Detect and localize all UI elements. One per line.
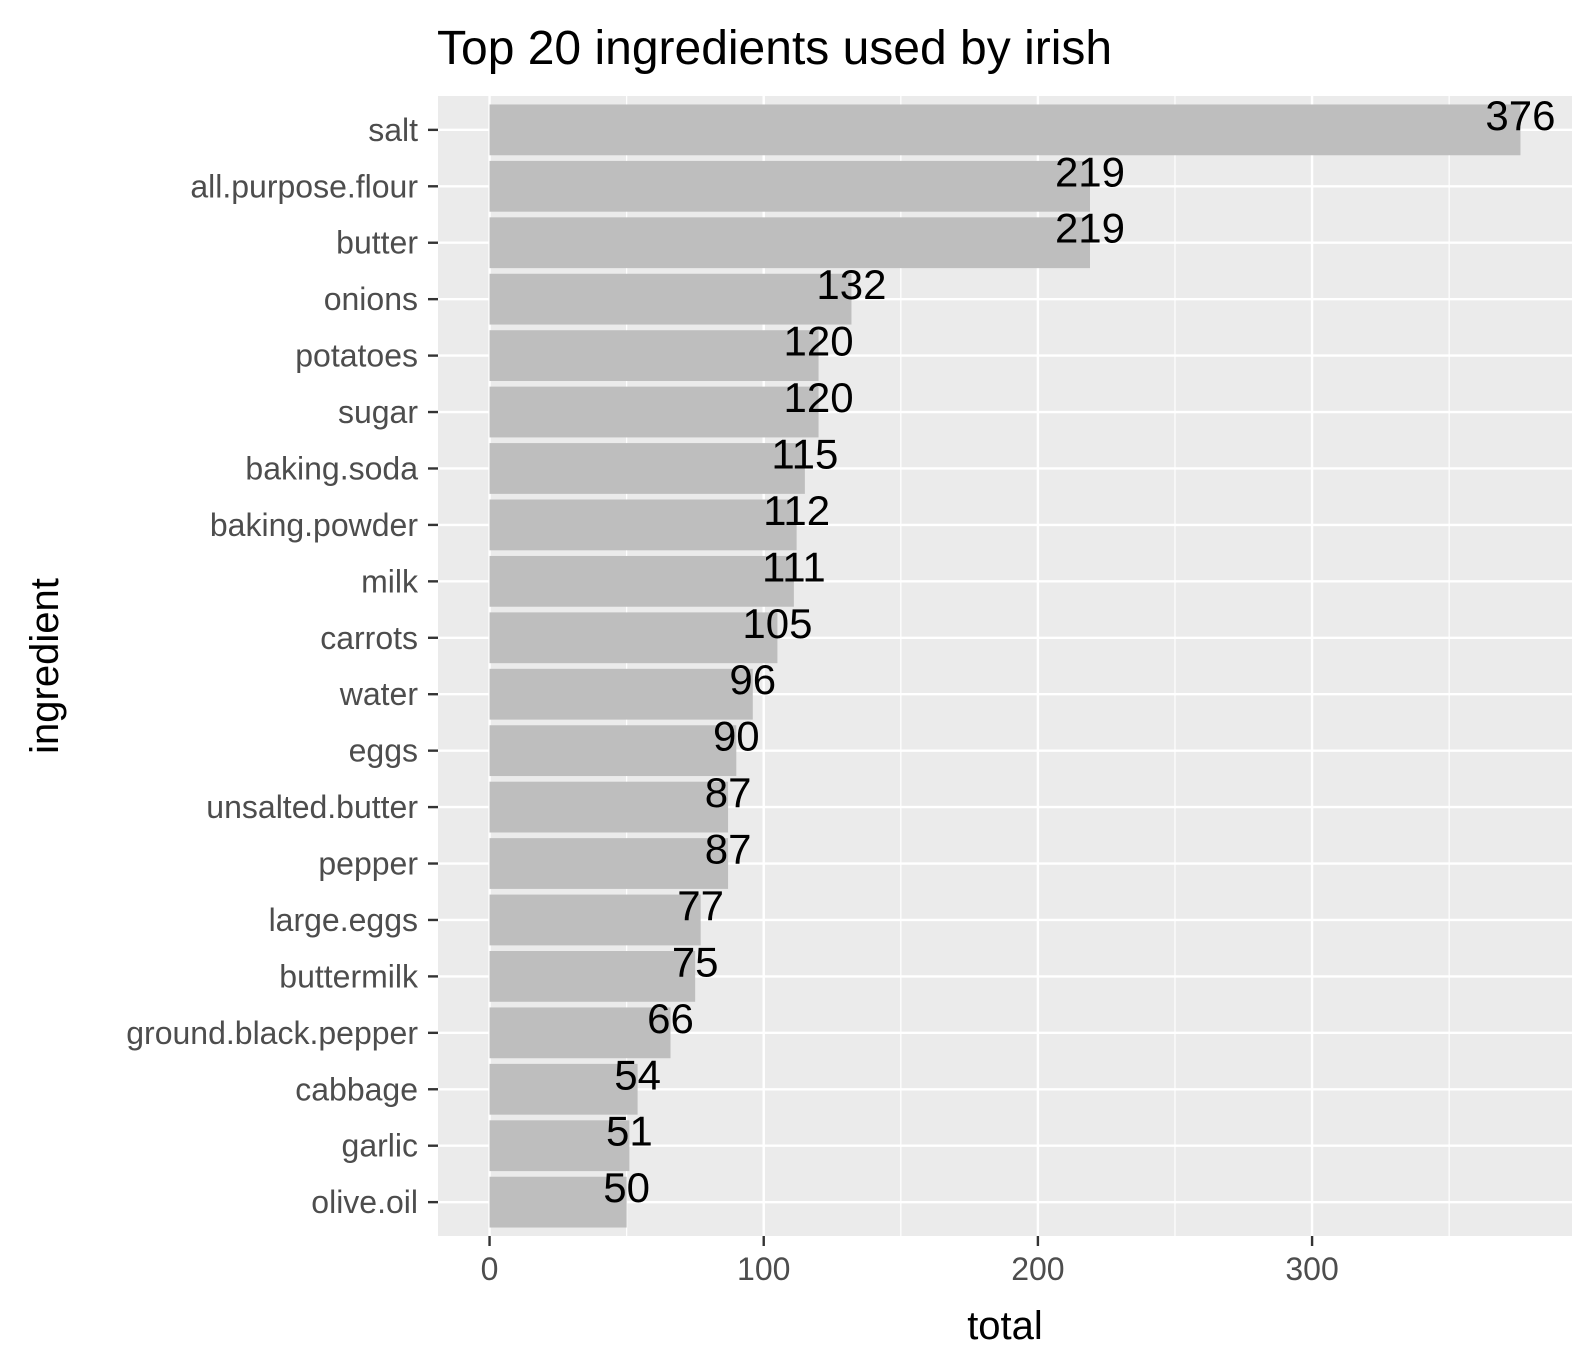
y-tick-label-garlic: garlic	[342, 1128, 418, 1164]
bar-baking.soda	[489, 443, 805, 494]
y-tick-label-pepper: pepper	[318, 846, 418, 882]
y-tick-label-buttermilk: buttermilk	[279, 958, 419, 994]
data-label-olive.oil: 50	[603, 1164, 650, 1211]
x-tick-label-0: 0	[481, 1251, 499, 1287]
bar-eggs	[489, 725, 737, 777]
y-tick-label-potatoes: potatoes	[295, 338, 418, 374]
data-label-salt: 376	[1485, 92, 1555, 139]
y-tick-label-eggs: eggs	[349, 733, 418, 769]
bar-ground.black.pepper	[489, 1007, 671, 1059]
data-label-butter: 219	[1055, 205, 1125, 252]
y-axis: salt all.purpose.flour butter onions potatoe…	[126, 112, 438, 1220]
bar-onions	[489, 273, 852, 325]
y-tick-label-olive.oil: olive.oil	[311, 1184, 418, 1220]
data-label-eggs: 90	[713, 713, 760, 760]
y-axis-title: ingredient	[23, 578, 67, 754]
data-label-pepper: 87	[705, 826, 752, 873]
data-label-unsalted.butter: 87	[705, 769, 752, 816]
bar-garlic	[489, 1120, 630, 1172]
data-label-baking.soda: 115	[771, 430, 838, 477]
x-tick-label-1: 100	[737, 1251, 790, 1287]
bar-large.eggs	[489, 894, 701, 946]
x-axis-title: total	[967, 1304, 1043, 1348]
y-tick-label-unsalted.butter: unsalted.butter	[206, 789, 418, 825]
bar-buttermilk	[489, 951, 696, 1002]
y-tick-label-sugar: sugar	[338, 394, 418, 430]
bar-olive.oil	[489, 1176, 627, 1228]
x-tick-label-2: 200	[1011, 1251, 1064, 1287]
data-label-carrots: 105	[742, 600, 812, 647]
bar-butter	[489, 217, 1090, 269]
y-tick-label-ground.black.pepper: ground.black.pepper	[126, 1015, 418, 1051]
data-label-all.purpose.flour: 219	[1055, 148, 1125, 195]
data-label-sugar: 120	[784, 374, 854, 421]
data-label-onions: 132	[816, 261, 886, 308]
y-tick-label-milk: milk	[361, 563, 419, 599]
y-tick-label-carrots: carrots	[320, 620, 418, 656]
data-label-water: 96	[729, 656, 776, 703]
bar-potatoes	[489, 330, 819, 381]
chart-title: Top 20 ingredients used by irish	[437, 22, 1112, 75]
bar-milk	[489, 555, 794, 607]
bar-baking.powder	[489, 499, 797, 551]
bar-carrots	[489, 612, 778, 664]
x-tick-label-3: 300	[1285, 1251, 1338, 1287]
y-tick-label-cabbage: cabbage	[295, 1071, 418, 1107]
data-label-cabbage: 54	[614, 1051, 661, 1098]
y-tick-label-large.eggs: large.eggs	[269, 902, 418, 938]
bars	[489, 104, 1521, 1228]
data-labels: 376 219 219 132 120 120 115 112 111 105 96 90 87 87 77…	[603, 92, 1555, 1211]
bar-pepper	[489, 838, 729, 889]
bar-sugar	[489, 386, 819, 438]
bar-cabbage	[489, 1063, 638, 1115]
data-label-ground.black.pepper: 66	[647, 995, 694, 1042]
y-tick-label-water: water	[339, 676, 419, 712]
data-label-baking.powder: 112	[763, 487, 830, 534]
y-tick-label-salt: salt	[368, 112, 418, 148]
bar-salt	[489, 104, 1521, 156]
x-axis: 0 100 200 300	[481, 1236, 1339, 1287]
bar-water	[489, 668, 753, 720]
y-tick-label-baking.powder: baking.powder	[210, 507, 418, 543]
y-tick-label-all.purpose.flour: all.purpose.flour	[190, 168, 418, 204]
bar-all.purpose.flour	[489, 160, 1090, 212]
data-label-milk: 111	[762, 543, 826, 590]
y-tick-label-onions: onions	[324, 281, 418, 317]
y-tick-label-baking.soda: baking.soda	[245, 450, 418, 486]
bar-unsalted.butter	[489, 781, 729, 833]
data-label-potatoes: 120	[784, 318, 854, 365]
data-label-buttermilk: 75	[672, 938, 719, 985]
data-label-garlic: 51	[606, 1108, 653, 1155]
data-label-large.eggs: 77	[677, 882, 724, 929]
y-tick-label-butter: butter	[336, 225, 418, 261]
